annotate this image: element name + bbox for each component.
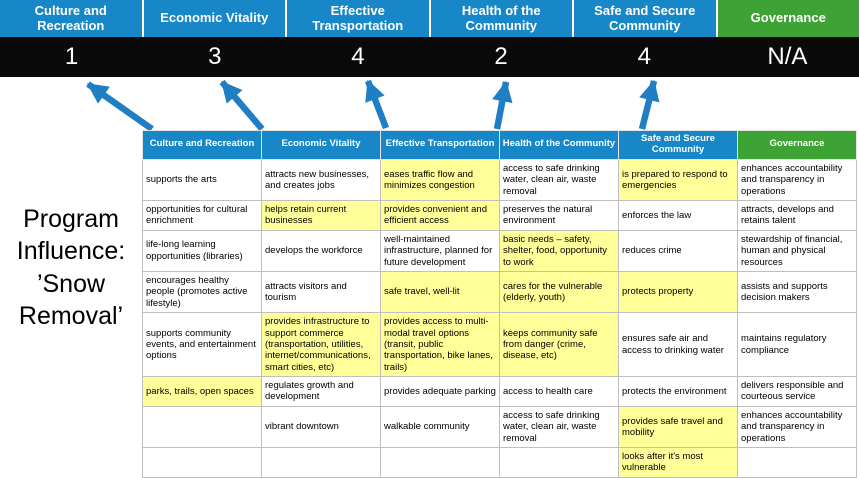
banner-header-safe-and-secure-community: Safe and Secure Community	[574, 0, 716, 37]
banner-header-governance: Governance	[718, 0, 859, 37]
matrix-row-8: looks after it's most vulnerable	[143, 448, 857, 478]
score-effective-transportation: 4	[286, 37, 429, 77]
matrix-header-governance: Governance	[738, 131, 857, 160]
matrix-cell-r1-c5: is prepared to respond to emergencies	[619, 159, 738, 200]
matrix-cell-r8-c2-empty	[262, 448, 381, 478]
matrix-cell-r8-c6-empty	[738, 448, 857, 478]
matrix-cell-r3-c4: basic needs – safety, shelter, food, opp…	[500, 230, 619, 271]
matrix-cell-r1-c3: eases traffic flow and minimizes congest…	[381, 159, 500, 200]
matrix-row-5: supports community events, and entertain…	[143, 313, 857, 377]
banner-header-culture-and-recreation: Culture and Recreation	[0, 0, 142, 37]
matrix-cell-r1-c2: attracts new businesses, and creates job…	[262, 159, 381, 200]
matrix-header-culture-and-recreation: Culture and Recreation	[143, 131, 262, 160]
matrix-cell-r6-c2: regulates growth and development	[262, 377, 381, 407]
score-arrow-icon-5	[642, 81, 654, 129]
matrix-row-3: life-long learning opportunities (librar…	[143, 230, 857, 271]
banner-header-effective-transportation: Effective Transportation	[287, 0, 429, 37]
matrix-cell-r6-c4: access to health care	[500, 377, 619, 407]
matrix-cell-r7-c5: provides safe travel and mobility	[619, 406, 738, 447]
matrix-cell-r4-c2: attracts visitors and tourism	[262, 271, 381, 312]
score-arrow-icon-3	[368, 81, 386, 128]
matrix-cell-r7-c2: vibrant downtown	[262, 406, 381, 447]
banner-header-economic-vitality: Economic Vitality	[144, 0, 286, 37]
matrix-cell-r3-c6: stewardship of financial, human and phys…	[738, 230, 857, 271]
score-economic-vitality: 3	[143, 37, 286, 77]
matrix-cell-r3-c2: develops the workforce	[262, 230, 381, 271]
matrix-cell-r2-c5: enforces the law	[619, 201, 738, 231]
matrix-cell-r4-c6: assists and supports decision makers	[738, 271, 857, 312]
page-title: Program Influence: ’Snow Removal’	[0, 203, 142, 333]
main-section: Program Influence: ’Snow Removal’ Cultur…	[0, 130, 859, 465]
matrix-cell-r7-c4: access to safe drinking water, clean air…	[500, 406, 619, 447]
matrix-cell-r5-c5: ensures safe air and access to drinking …	[619, 313, 738, 377]
matrix-header-health-of-the-community: Health of the Community	[500, 131, 619, 160]
banner-header-health-of-the-community: Health of the Community	[431, 0, 573, 37]
matrix-cell-r2-c2: helps retain current businesses	[262, 201, 381, 231]
matrix-cell-r3-c1: life-long learning opportunities (librar…	[143, 230, 262, 271]
matrix-cell-r8-c5: looks after it's most vulnerable	[619, 448, 738, 478]
matrix-cell-r3-c5: reduces crime	[619, 230, 738, 271]
matrix-cell-r1-c4: access to safe drinking water, clean air…	[500, 159, 619, 200]
score-culture-and-recreation: 1	[0, 37, 143, 77]
matrix-cell-r7-c1-empty	[143, 406, 262, 447]
score-governance: N/A	[716, 37, 859, 77]
score-arrow-icon-4	[497, 82, 506, 129]
matrix-cell-r2-c1: opportunities for cultural enrichment	[143, 201, 262, 231]
score-arrow-icon-2	[222, 82, 262, 129]
matrix-cell-r5-c4: keeps community safe from danger (crime,…	[500, 313, 619, 377]
matrix-cell-r1-c1: supports the arts	[143, 159, 262, 200]
matrix-cell-r7-c6: enhances accountability and transparency…	[738, 406, 857, 447]
matrix-cell-r6-c6: delivers responsible and courteous servi…	[738, 377, 857, 407]
matrix-cell-r5-c1: supports community events, and entertain…	[143, 313, 262, 377]
matrix-cell-r2-c3: provides convenient and efficient access	[381, 201, 500, 231]
matrix-cell-r5-c2: provides infrastructure to support comme…	[262, 313, 381, 377]
matrix-header-safe-and-secure-community: Safe and Secure Community	[619, 131, 738, 160]
matrix-cell-r7-c3: walkable community	[381, 406, 500, 447]
score-health-of-the-community: 2	[430, 37, 573, 77]
matrix-cell-r4-c3: safe travel, well-lit	[381, 271, 500, 312]
score-arrow-icon-1	[88, 84, 152, 129]
matrix-cell-r2-c6: attracts, develops and retains talent	[738, 201, 857, 231]
matrix-cell-r4-c4: cares for the vulnerable (elderly, youth…	[500, 271, 619, 312]
matrix-header-effective-transportation: Effective Transportation	[381, 131, 500, 160]
matrix-cell-r6-c3: provides adequate parking	[381, 377, 500, 407]
matrix-cell-r8-c1-empty	[143, 448, 262, 478]
matrix-header-economic-vitality: Economic Vitality	[262, 131, 381, 160]
matrix-row-4: encourages healthy people (promotes acti…	[143, 271, 857, 312]
matrix-cell-r6-c1: parks, trails, open spaces	[143, 377, 262, 407]
matrix-cell-r6-c5: protects the environment	[619, 377, 738, 407]
score-safe-and-secure-community: 4	[573, 37, 716, 77]
matrix-cell-r8-c3-empty	[381, 448, 500, 478]
matrix-cell-r8-c4-empty	[500, 448, 619, 478]
score-arrows-graphic	[0, 77, 859, 130]
matrix-cell-r1-c6: enhances accountability and transparency…	[738, 159, 857, 200]
matrix-cell-r4-c5: protects property	[619, 271, 738, 312]
matrix-cell-r4-c1: encourages healthy people (promotes acti…	[143, 271, 262, 312]
matrix-cell-r3-c3: well-maintained infrastructure, planned …	[381, 230, 500, 271]
matrix-cell-r2-c4: preserves the natural environment	[500, 201, 619, 231]
matrix-cell-r5-c6: maintains regulatory compliance	[738, 313, 857, 377]
matrix-cell-r5-c3: provides access to multi-modal travel op…	[381, 313, 500, 377]
